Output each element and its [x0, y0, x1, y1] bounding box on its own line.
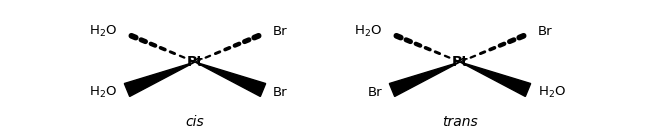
Text: cis: cis — [186, 115, 204, 129]
Polygon shape — [460, 62, 530, 96]
Text: H$_2$O: H$_2$O — [354, 24, 382, 39]
Text: Br: Br — [368, 86, 382, 99]
Text: Br: Br — [272, 86, 287, 99]
Text: H$_2$O: H$_2$O — [538, 85, 566, 100]
Polygon shape — [195, 62, 266, 96]
Text: Br: Br — [272, 25, 287, 38]
Text: Br: Br — [538, 25, 552, 38]
Polygon shape — [124, 62, 195, 96]
Polygon shape — [389, 62, 460, 96]
Text: Pt: Pt — [452, 55, 469, 69]
Text: Pt: Pt — [187, 55, 203, 69]
Text: H$_2$O: H$_2$O — [89, 85, 118, 100]
Text: H$_2$O: H$_2$O — [89, 24, 118, 39]
Text: trans: trans — [442, 115, 478, 129]
